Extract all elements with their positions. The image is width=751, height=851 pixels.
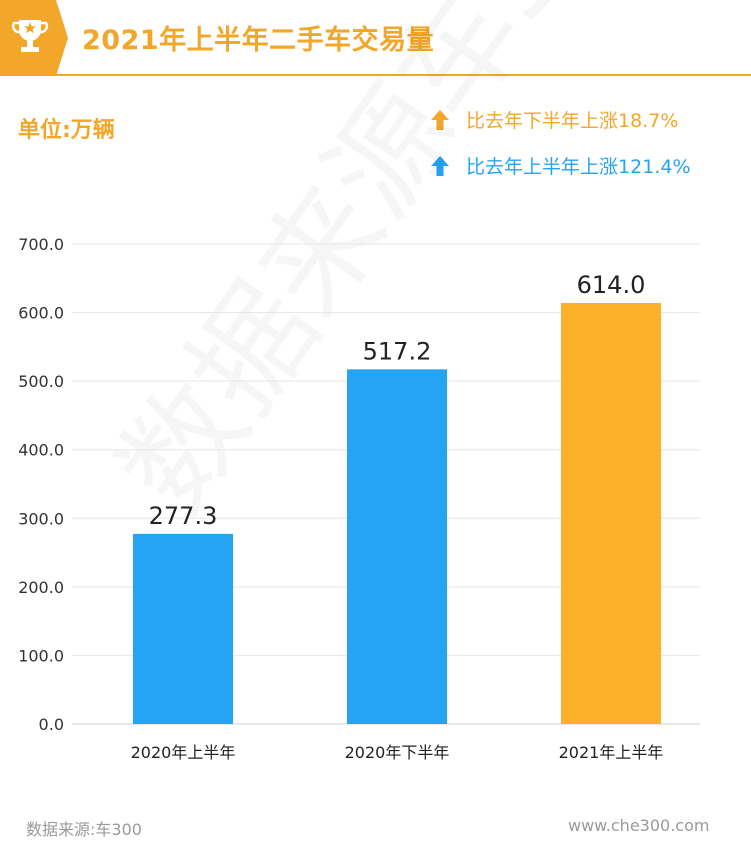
y-tick-label: 500.0 — [18, 372, 64, 391]
y-tick-label: 0.0 — [39, 715, 64, 734]
comparison-vs-last-half: 比去年下半年上涨18.7% — [430, 106, 678, 134]
x-tick-label: 2021年上半年 — [559, 743, 664, 762]
comparison-text: 比去年下半年上涨18.7% — [466, 110, 679, 132]
comparison-text: 比去年上半年上涨121.4% — [466, 156, 691, 178]
x-tick-label: 2020年下半年 — [345, 743, 450, 762]
header: 2021年上半年二手车交易量 — [0, 0, 751, 77]
x-tick-label: 2020年上半年 — [131, 743, 236, 762]
y-tick-label: 400.0 — [18, 441, 64, 460]
bar-value-label: 614.0 — [577, 271, 646, 299]
comparison-vs-last-year: 比去年上半年上涨121.4% — [430, 152, 691, 180]
bar — [133, 533, 233, 724]
bar — [561, 302, 661, 724]
y-tick-label: 200.0 — [18, 578, 64, 597]
up-arrow-icon — [431, 109, 449, 130]
y-tick-label: 300.0 — [18, 509, 64, 528]
data-source: 数据来源:车300 — [26, 820, 142, 839]
page-title: 2021年上半年二手车交易量 — [82, 25, 435, 56]
bar-value-label: 517.2 — [363, 337, 432, 365]
y-tick-label: 600.0 — [18, 304, 64, 323]
trophy-icon — [0, 0, 68, 76]
y-tick-label: 100.0 — [18, 646, 64, 665]
bar-value-label: 277.3 — [149, 502, 218, 530]
unit-label: 单位:万辆 — [18, 118, 115, 143]
up-arrow-icon — [431, 155, 449, 176]
bar — [347, 369, 447, 724]
site-url: www.che300.com — [568, 816, 710, 835]
y-tick-label: 700.0 — [18, 235, 64, 254]
header-bar — [0, 0, 751, 75]
header-divider — [0, 74, 751, 76]
